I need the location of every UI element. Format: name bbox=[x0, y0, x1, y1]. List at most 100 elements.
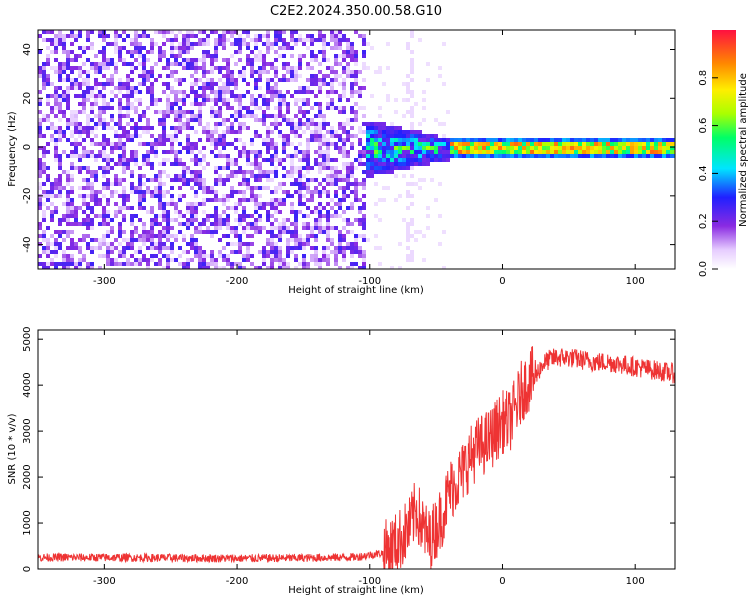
spectrogram-y-label: Frequency (Hz) bbox=[7, 111, 18, 187]
heatmap-cell bbox=[242, 146, 246, 150]
heatmap-cell bbox=[226, 78, 230, 82]
heatmap-cell bbox=[438, 242, 442, 246]
heatmap-cell bbox=[94, 54, 98, 58]
heatmap-cell bbox=[222, 218, 226, 222]
heatmap-cell bbox=[146, 154, 150, 158]
heatmap-cell bbox=[362, 170, 366, 174]
heatmap-cell bbox=[574, 146, 578, 150]
heatmap-cell bbox=[158, 246, 162, 250]
heatmap-cell bbox=[342, 194, 346, 198]
heatmap-cell bbox=[342, 54, 346, 58]
heatmap-cell bbox=[206, 254, 210, 258]
heatmap-cell bbox=[266, 38, 270, 42]
heatmap-cell bbox=[222, 134, 226, 138]
heatmap-cell bbox=[174, 138, 178, 142]
heatmap-cell bbox=[158, 174, 162, 178]
heatmap-cell bbox=[94, 134, 98, 138]
heatmap-cell bbox=[230, 82, 234, 86]
heatmap-cell bbox=[286, 78, 290, 82]
heatmap-cell bbox=[282, 146, 286, 150]
heatmap-cell bbox=[226, 62, 230, 66]
heatmap-cell bbox=[230, 90, 234, 94]
heatmap-cell bbox=[198, 158, 202, 162]
heatmap-cell bbox=[146, 126, 150, 130]
heatmap-cell bbox=[286, 90, 290, 94]
heatmap-cell bbox=[90, 138, 94, 142]
heatmap-cell bbox=[242, 218, 246, 222]
heatmap-cell bbox=[438, 66, 442, 70]
heatmap-cell bbox=[82, 82, 86, 86]
heatmap-cell bbox=[58, 98, 62, 102]
heatmap-cell bbox=[134, 122, 138, 126]
heatmap-cell bbox=[346, 74, 350, 78]
heatmap-cell bbox=[638, 154, 642, 158]
heatmap-cell bbox=[182, 98, 186, 102]
heatmap-cell bbox=[130, 186, 134, 190]
heatmap-cell bbox=[490, 150, 494, 154]
heatmap-cell bbox=[662, 154, 666, 158]
heatmap-cell bbox=[594, 142, 598, 146]
heatmap-cell bbox=[306, 170, 310, 174]
heatmap-cell bbox=[502, 146, 506, 150]
heatmap-cell bbox=[54, 94, 58, 98]
heatmap-cell bbox=[314, 138, 318, 142]
heatmap-cell bbox=[118, 86, 122, 90]
heatmap-cell bbox=[526, 154, 530, 158]
heatmap-cell bbox=[294, 146, 298, 150]
heatmap-cell bbox=[74, 54, 78, 58]
heatmap-cell bbox=[54, 38, 58, 42]
heatmap-cell bbox=[146, 258, 150, 262]
heatmap-cell bbox=[382, 142, 386, 146]
heatmap-cell bbox=[90, 106, 94, 110]
heatmap-cell bbox=[314, 210, 318, 214]
heatmap-cell bbox=[242, 178, 246, 182]
heatmap-cell bbox=[294, 254, 298, 258]
heatmap-cell bbox=[318, 110, 322, 114]
heatmap-cell bbox=[302, 54, 306, 58]
heatmap-cell bbox=[174, 162, 178, 166]
heatmap-cell bbox=[338, 54, 342, 58]
heatmap-cell bbox=[114, 134, 118, 138]
heatmap-cell bbox=[170, 50, 174, 54]
heatmap-cell bbox=[406, 226, 410, 230]
heatmap-cell bbox=[634, 154, 638, 158]
heatmap-cell bbox=[90, 42, 94, 46]
heatmap-cell bbox=[242, 78, 246, 82]
heatmap-cell bbox=[330, 250, 334, 254]
heatmap-cell bbox=[94, 98, 98, 102]
heatmap-cell bbox=[362, 258, 366, 262]
heatmap-cell bbox=[54, 254, 58, 258]
heatmap-cell bbox=[222, 146, 226, 150]
heatmap-cell bbox=[138, 174, 142, 178]
heatmap-cell bbox=[406, 206, 410, 210]
heatmap-cell bbox=[322, 82, 326, 86]
heatmap-cell bbox=[354, 218, 358, 222]
heatmap-cell bbox=[226, 118, 230, 122]
heatmap-cell bbox=[670, 138, 674, 142]
heatmap-cell bbox=[218, 138, 222, 142]
heatmap-cell bbox=[394, 150, 398, 154]
heatmap-cell bbox=[370, 174, 374, 178]
heatmap-cell bbox=[138, 182, 142, 186]
heatmap-cell bbox=[278, 130, 282, 134]
heatmap-cell bbox=[198, 230, 202, 234]
heatmap-cell bbox=[162, 34, 166, 38]
heatmap-cell bbox=[354, 58, 358, 62]
heatmap-cell bbox=[170, 138, 174, 142]
heatmap-cell bbox=[94, 238, 98, 242]
heatmap-cell bbox=[134, 42, 138, 46]
heatmap-cell bbox=[82, 138, 86, 142]
heatmap-cell bbox=[346, 162, 350, 166]
heatmap-cell bbox=[322, 58, 326, 62]
heatmap-cell bbox=[250, 186, 254, 190]
heatmap-cell bbox=[238, 170, 242, 174]
heatmap-cell bbox=[66, 78, 70, 82]
heatmap-cell bbox=[38, 118, 42, 122]
heatmap-cell bbox=[98, 34, 102, 38]
heatmap-cell bbox=[138, 98, 142, 102]
heatmap-cell bbox=[86, 130, 90, 134]
heatmap-cell bbox=[362, 162, 366, 166]
heatmap-cell bbox=[114, 66, 118, 70]
heatmap-cell bbox=[362, 262, 366, 266]
heatmap-cell bbox=[94, 70, 98, 74]
